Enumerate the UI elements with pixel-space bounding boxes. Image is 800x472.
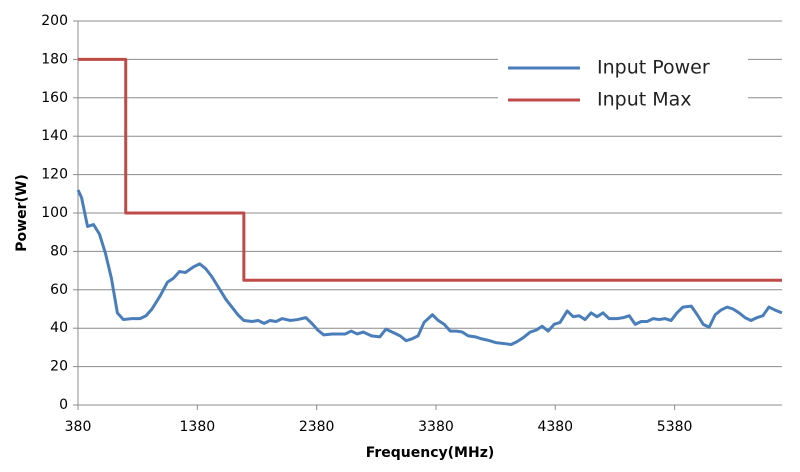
y-tick-label: 0 [59, 397, 68, 413]
series-line [78, 57, 782, 282]
x-axis-title: Frequency(MHz) [366, 445, 495, 461]
legend-label: Input Max [597, 89, 692, 111]
y-tick-label: 140 [41, 128, 68, 144]
y-tick-label: 20 [50, 359, 68, 375]
y-tick-label: 40 [50, 320, 68, 336]
y-tick-label: 80 [50, 243, 68, 259]
y-axis-title: Power(W) [14, 174, 30, 251]
x-tick-label: 4380 [537, 419, 573, 435]
series-line [76, 189, 783, 347]
y-tick-label: 100 [41, 205, 68, 221]
x-tick-label: 2380 [299, 419, 335, 435]
x-tick-label: 1380 [180, 419, 216, 435]
y-tick-label: 160 [41, 90, 68, 106]
x-tick-label: 5380 [657, 419, 693, 435]
x-tick-label: 3380 [418, 419, 454, 435]
y-tick-label: 60 [50, 282, 68, 298]
y-tick-label: 200 [41, 13, 68, 29]
legend-label: Input Power [597, 57, 710, 79]
x-tick-label: 380 [65, 419, 92, 435]
y-tick-label: 120 [41, 167, 68, 183]
y-tick-label: 180 [41, 51, 68, 67]
